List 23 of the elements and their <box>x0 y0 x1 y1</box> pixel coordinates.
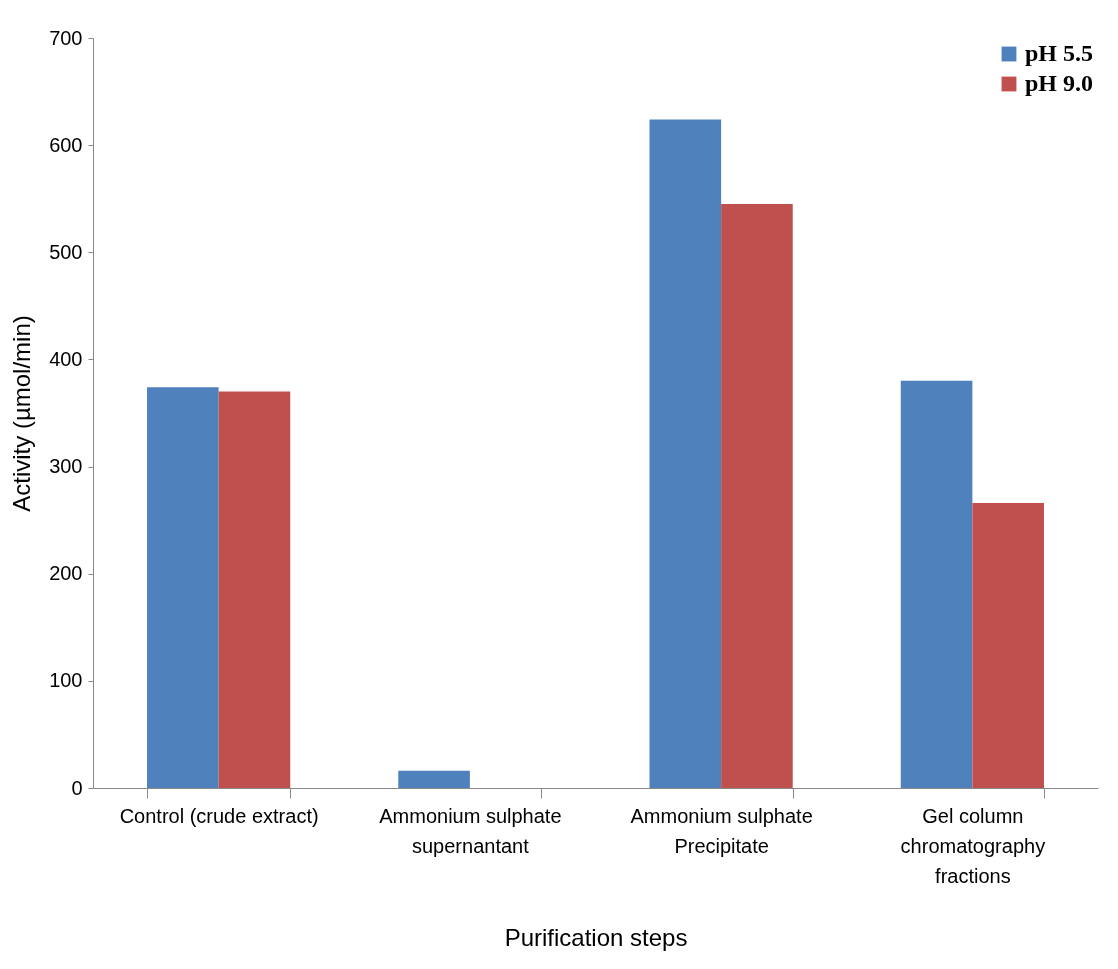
bar <box>147 387 219 788</box>
bar <box>900 380 973 788</box>
bar <box>721 204 793 788</box>
y-tick-label: 400 <box>49 347 83 370</box>
x-axis-title: Purification steps <box>504 923 688 951</box>
bar <box>972 503 1044 788</box>
bar <box>649 119 722 788</box>
y-tick-label: 200 <box>49 562 83 585</box>
bar <box>398 770 470 788</box>
y-tick-label: 500 <box>49 240 83 263</box>
y-tick-label: 100 <box>49 669 83 692</box>
y-tick-label: 0 <box>71 776 83 799</box>
x-tick-label: Control (crude extract) <box>119 804 319 827</box>
x-tick-label: Gel column chromatography fractions <box>900 804 1046 887</box>
y-tick-label: 300 <box>49 455 83 478</box>
x-tick-label: Ammonium sulphate supernantant <box>379 804 562 857</box>
x-tick-label: Ammonium sulphate Precipitate <box>630 804 813 857</box>
legend-label: pH 9.0 <box>1025 70 1094 96</box>
y-tick-label: 700 <box>49 26 83 49</box>
bar <box>218 391 291 788</box>
y-axis-title: Activity (µmol/min) <box>8 315 36 512</box>
y-tick-label: 600 <box>49 133 83 156</box>
legend-label: pH 5.5 <box>1025 40 1094 66</box>
